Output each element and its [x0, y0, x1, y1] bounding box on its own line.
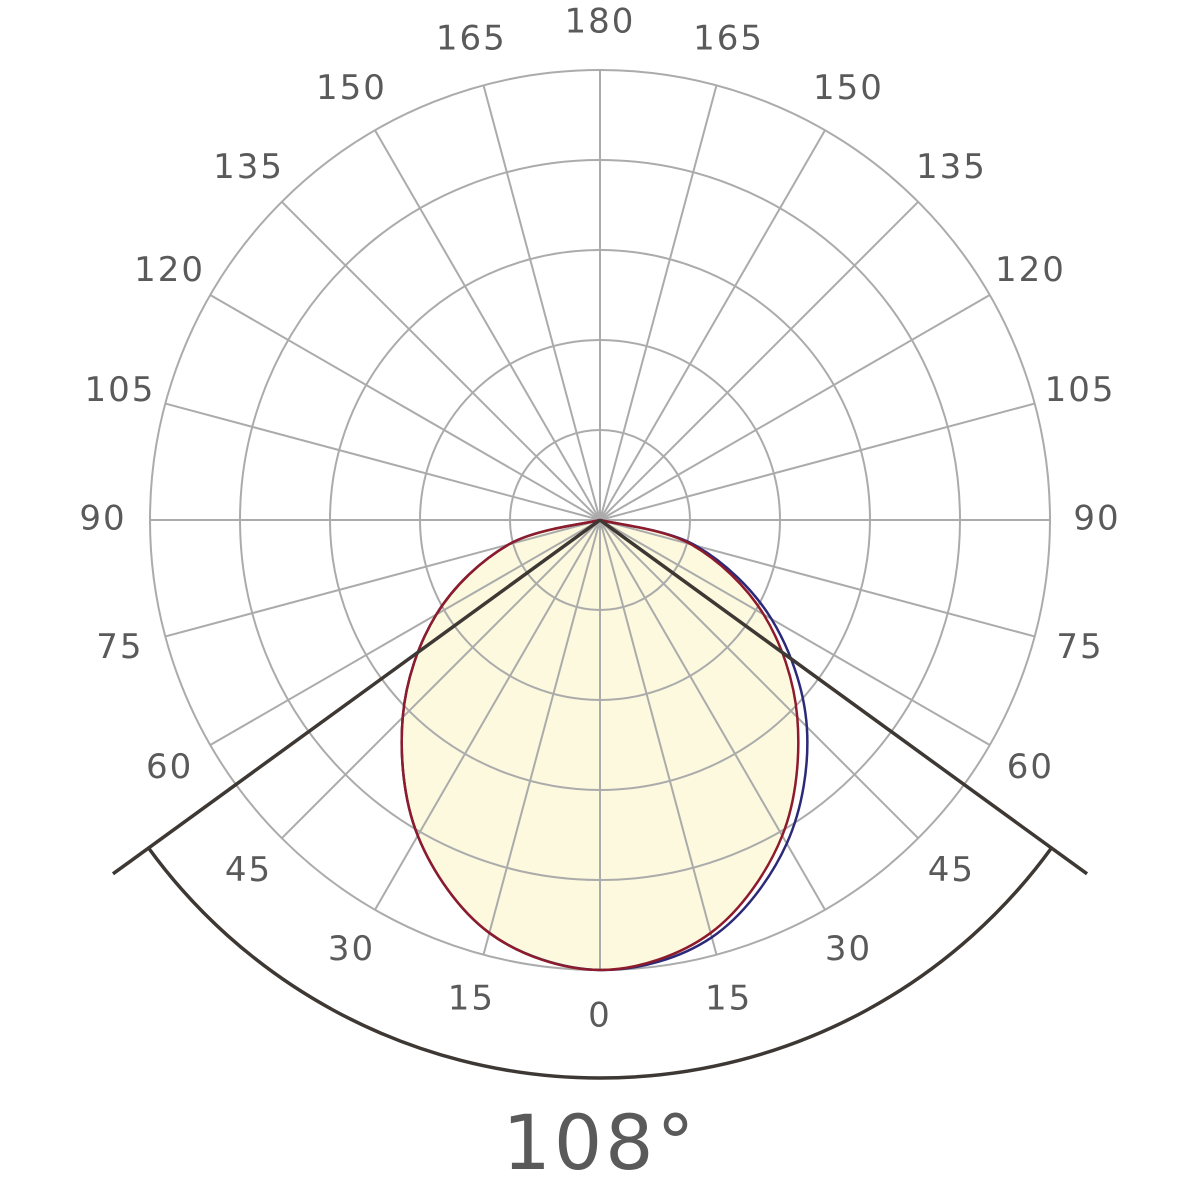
beam-line — [598, 518, 1089, 876]
angle-tick-label: 90 — [1073, 499, 1120, 539]
grid-spoke — [209, 519, 601, 746]
angle-tick-label: 75 — [1056, 627, 1103, 667]
grid-spoke — [599, 519, 991, 746]
angle-tick-label: 120 — [995, 250, 1066, 290]
angle-tick-label: 165 — [436, 18, 507, 58]
grid-spoke — [374, 519, 601, 911]
angle-tick-label: 150 — [316, 68, 387, 108]
angle-tick-label: 15 — [448, 979, 495, 1019]
grid-spoke — [599, 402, 1035, 521]
angle-tick-label: 60 — [1007, 747, 1054, 787]
grid-spoke — [599, 519, 718, 955]
angle-tick-label: 45 — [225, 850, 272, 890]
grid-spoke — [281, 519, 601, 839]
angle-tick-label: 165 — [693, 18, 764, 58]
angle-tick-label: 30 — [328, 929, 375, 969]
angle-tick-label: 135 — [916, 147, 987, 187]
beam-arc — [147, 846, 1053, 1080]
intensity-curve — [400, 518, 800, 972]
grid-spoke — [374, 129, 601, 521]
angle-tick-label: 60 — [146, 747, 193, 787]
beam-angle-label: 108° — [502, 1098, 697, 1187]
angle-tick-label: 30 — [825, 929, 872, 969]
grid-spoke — [599, 201, 919, 521]
angle-tick-label: 135 — [213, 147, 284, 187]
grid-spoke — [599, 519, 919, 839]
grid-spoke — [165, 402, 601, 521]
grid-spoke — [209, 294, 601, 521]
angle-tick-label: 150 — [813, 68, 884, 108]
angle-tick-label: 120 — [134, 250, 205, 290]
angle-tick-label: 45 — [928, 850, 975, 890]
angle-tick-label: 105 — [1045, 370, 1116, 410]
grid-spoke — [281, 201, 601, 521]
angle-tick-label: 15 — [705, 979, 752, 1019]
angle-tick-label: 90 — [79, 499, 126, 539]
grid-spoke — [599, 129, 826, 521]
grid-spoke — [599, 85, 718, 521]
angle-tick-label: 0 — [588, 996, 612, 1036]
grid-spoke — [482, 85, 601, 521]
beam-line — [111, 518, 602, 876]
angle-tick-label: 180 — [565, 2, 636, 42]
grid-spoke — [165, 519, 601, 638]
grid-spoke — [482, 519, 601, 955]
angle-tick-label: 105 — [84, 370, 155, 410]
grid-spoke — [599, 294, 991, 521]
grid-spoke — [599, 519, 1035, 638]
angle-tick-label: 75 — [96, 627, 143, 667]
